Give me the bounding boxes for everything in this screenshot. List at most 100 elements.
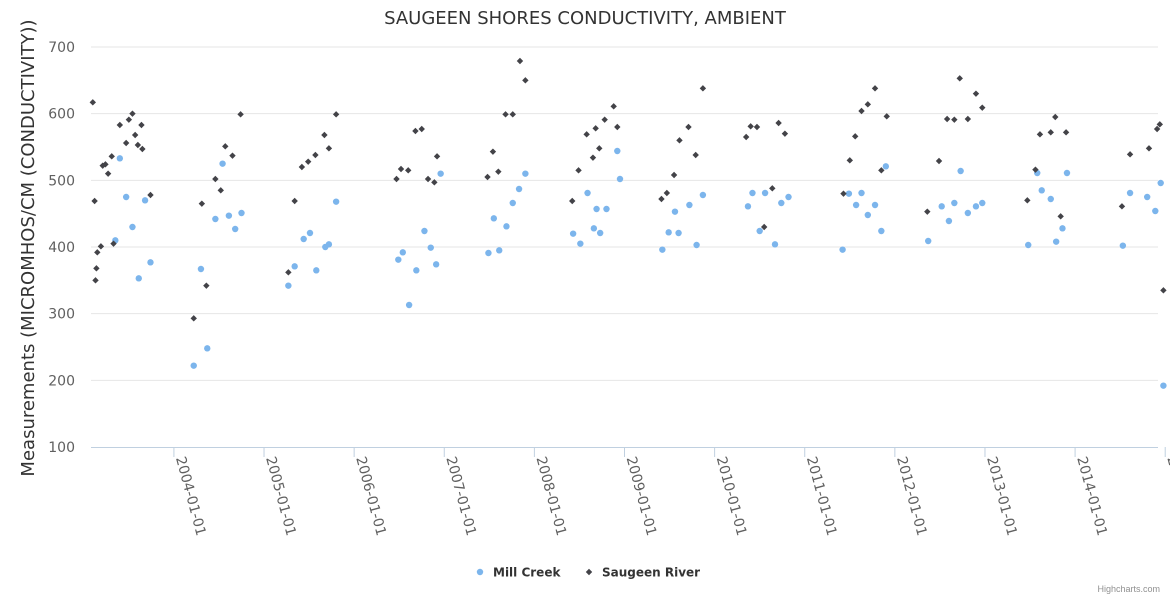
data-point[interactable] [238,209,245,217]
data-point[interactable] [291,263,298,270]
data-point[interactable] [116,155,124,162]
data-point[interactable] [938,203,945,210]
data-point[interactable] [1047,195,1054,203]
legend-item-mill-creek[interactable]: Mill Creek [476,566,562,580]
data-point[interactable] [298,163,306,171]
data-point[interactable] [433,153,441,160]
data-point[interactable] [484,173,491,181]
data-point[interactable] [190,315,197,322]
data-point[interactable] [1024,197,1031,204]
data-point[interactable] [1036,131,1044,138]
data-point[interactable] [593,205,600,213]
data-point[interactable] [135,275,142,282]
data-point[interactable] [502,111,509,118]
data-point[interactable] [495,168,502,175]
data-point[interactable] [522,77,529,84]
data-point[interactable] [395,256,402,263]
data-point[interactable] [699,191,707,199]
data-point[interactable] [1032,166,1039,173]
data-point[interactable] [878,227,885,235]
data-point[interactable] [89,99,97,106]
data-point[interactable] [614,147,621,155]
data-point[interactable] [693,241,700,249]
data-point[interactable] [325,241,333,248]
data-point[interactable] [882,163,890,170]
data-point[interactable] [285,269,292,276]
data-point[interactable] [131,131,139,139]
data-point[interactable] [204,345,211,352]
data-point[interactable] [1119,242,1127,249]
data-point[interactable] [658,195,665,203]
data-point[interactable] [1157,179,1164,187]
data-point[interactable] [771,241,779,248]
data-point[interactable] [116,121,124,129]
data-point[interactable] [412,127,419,135]
data-point[interactable] [509,111,516,118]
data-point[interactable] [858,107,865,115]
data-point[interactable] [858,189,865,197]
data-point[interactable] [122,139,130,147]
data-point[interactable] [584,189,591,197]
data-point[interactable] [935,157,943,165]
data-point[interactable] [1160,287,1167,294]
data-point[interactable] [437,170,444,177]
data-point[interactable] [659,246,666,253]
data-point[interactable] [839,246,846,253]
data-point[interactable] [134,141,142,149]
data-point[interactable] [603,205,610,213]
data-point[interactable] [864,101,872,108]
data-point[interactable] [775,119,782,127]
data-point[interactable] [399,249,407,256]
data-point[interactable] [321,131,328,139]
data-point[interactable] [577,240,584,247]
data-point[interactable] [300,235,307,243]
data-point[interactable] [108,153,115,160]
data-point[interactable] [190,362,197,369]
data-point[interactable] [864,211,872,219]
data-point[interactable] [871,85,879,92]
data-point[interactable] [147,191,154,199]
data-point[interactable] [222,143,229,150]
data-point[interactable] [91,197,98,205]
data-point[interactable] [431,179,438,186]
data-point[interactable] [212,175,219,183]
data-point[interactable] [951,199,958,207]
credits-link[interactable]: Highcharts.com [1097,584,1160,594]
data-point[interactable] [94,249,101,256]
data-point[interactable] [110,240,117,247]
data-point[interactable] [516,57,524,65]
data-point[interactable] [129,110,136,117]
data-point[interactable] [924,208,931,215]
data-point[interactable] [951,116,958,123]
data-point[interactable] [665,229,672,236]
data-point[interactable] [744,203,752,210]
data-point[interactable] [515,185,523,193]
data-point[interactable] [852,201,860,209]
data-point[interactable] [141,197,149,204]
data-point[interactable] [749,189,756,197]
data-point[interactable] [964,209,972,217]
data-point[interactable] [778,199,785,207]
data-point[interactable] [1145,145,1153,152]
data-point[interactable] [1118,203,1126,210]
data-point[interactable] [846,157,853,164]
data-point[interactable] [490,215,498,222]
data-point[interactable] [1156,121,1164,128]
data-point[interactable] [686,201,693,209]
data-point[interactable] [496,247,503,254]
data-point[interactable] [753,123,761,131]
data-point[interactable] [590,225,598,232]
data-point[interactable] [596,229,604,237]
data-point[interactable] [871,201,879,209]
data-point[interactable] [596,145,603,152]
data-point[interactable] [852,133,859,140]
data-point[interactable] [616,175,624,183]
data-point[interactable] [1143,193,1151,201]
data-point[interactable] [93,265,100,272]
data-point[interactable] [332,198,340,205]
data-point[interactable] [1062,129,1070,136]
data-point[interactable] [569,197,576,205]
data-point[interactable] [1052,238,1060,245]
data-point[interactable] [614,123,621,131]
data-point[interactable] [943,115,951,123]
